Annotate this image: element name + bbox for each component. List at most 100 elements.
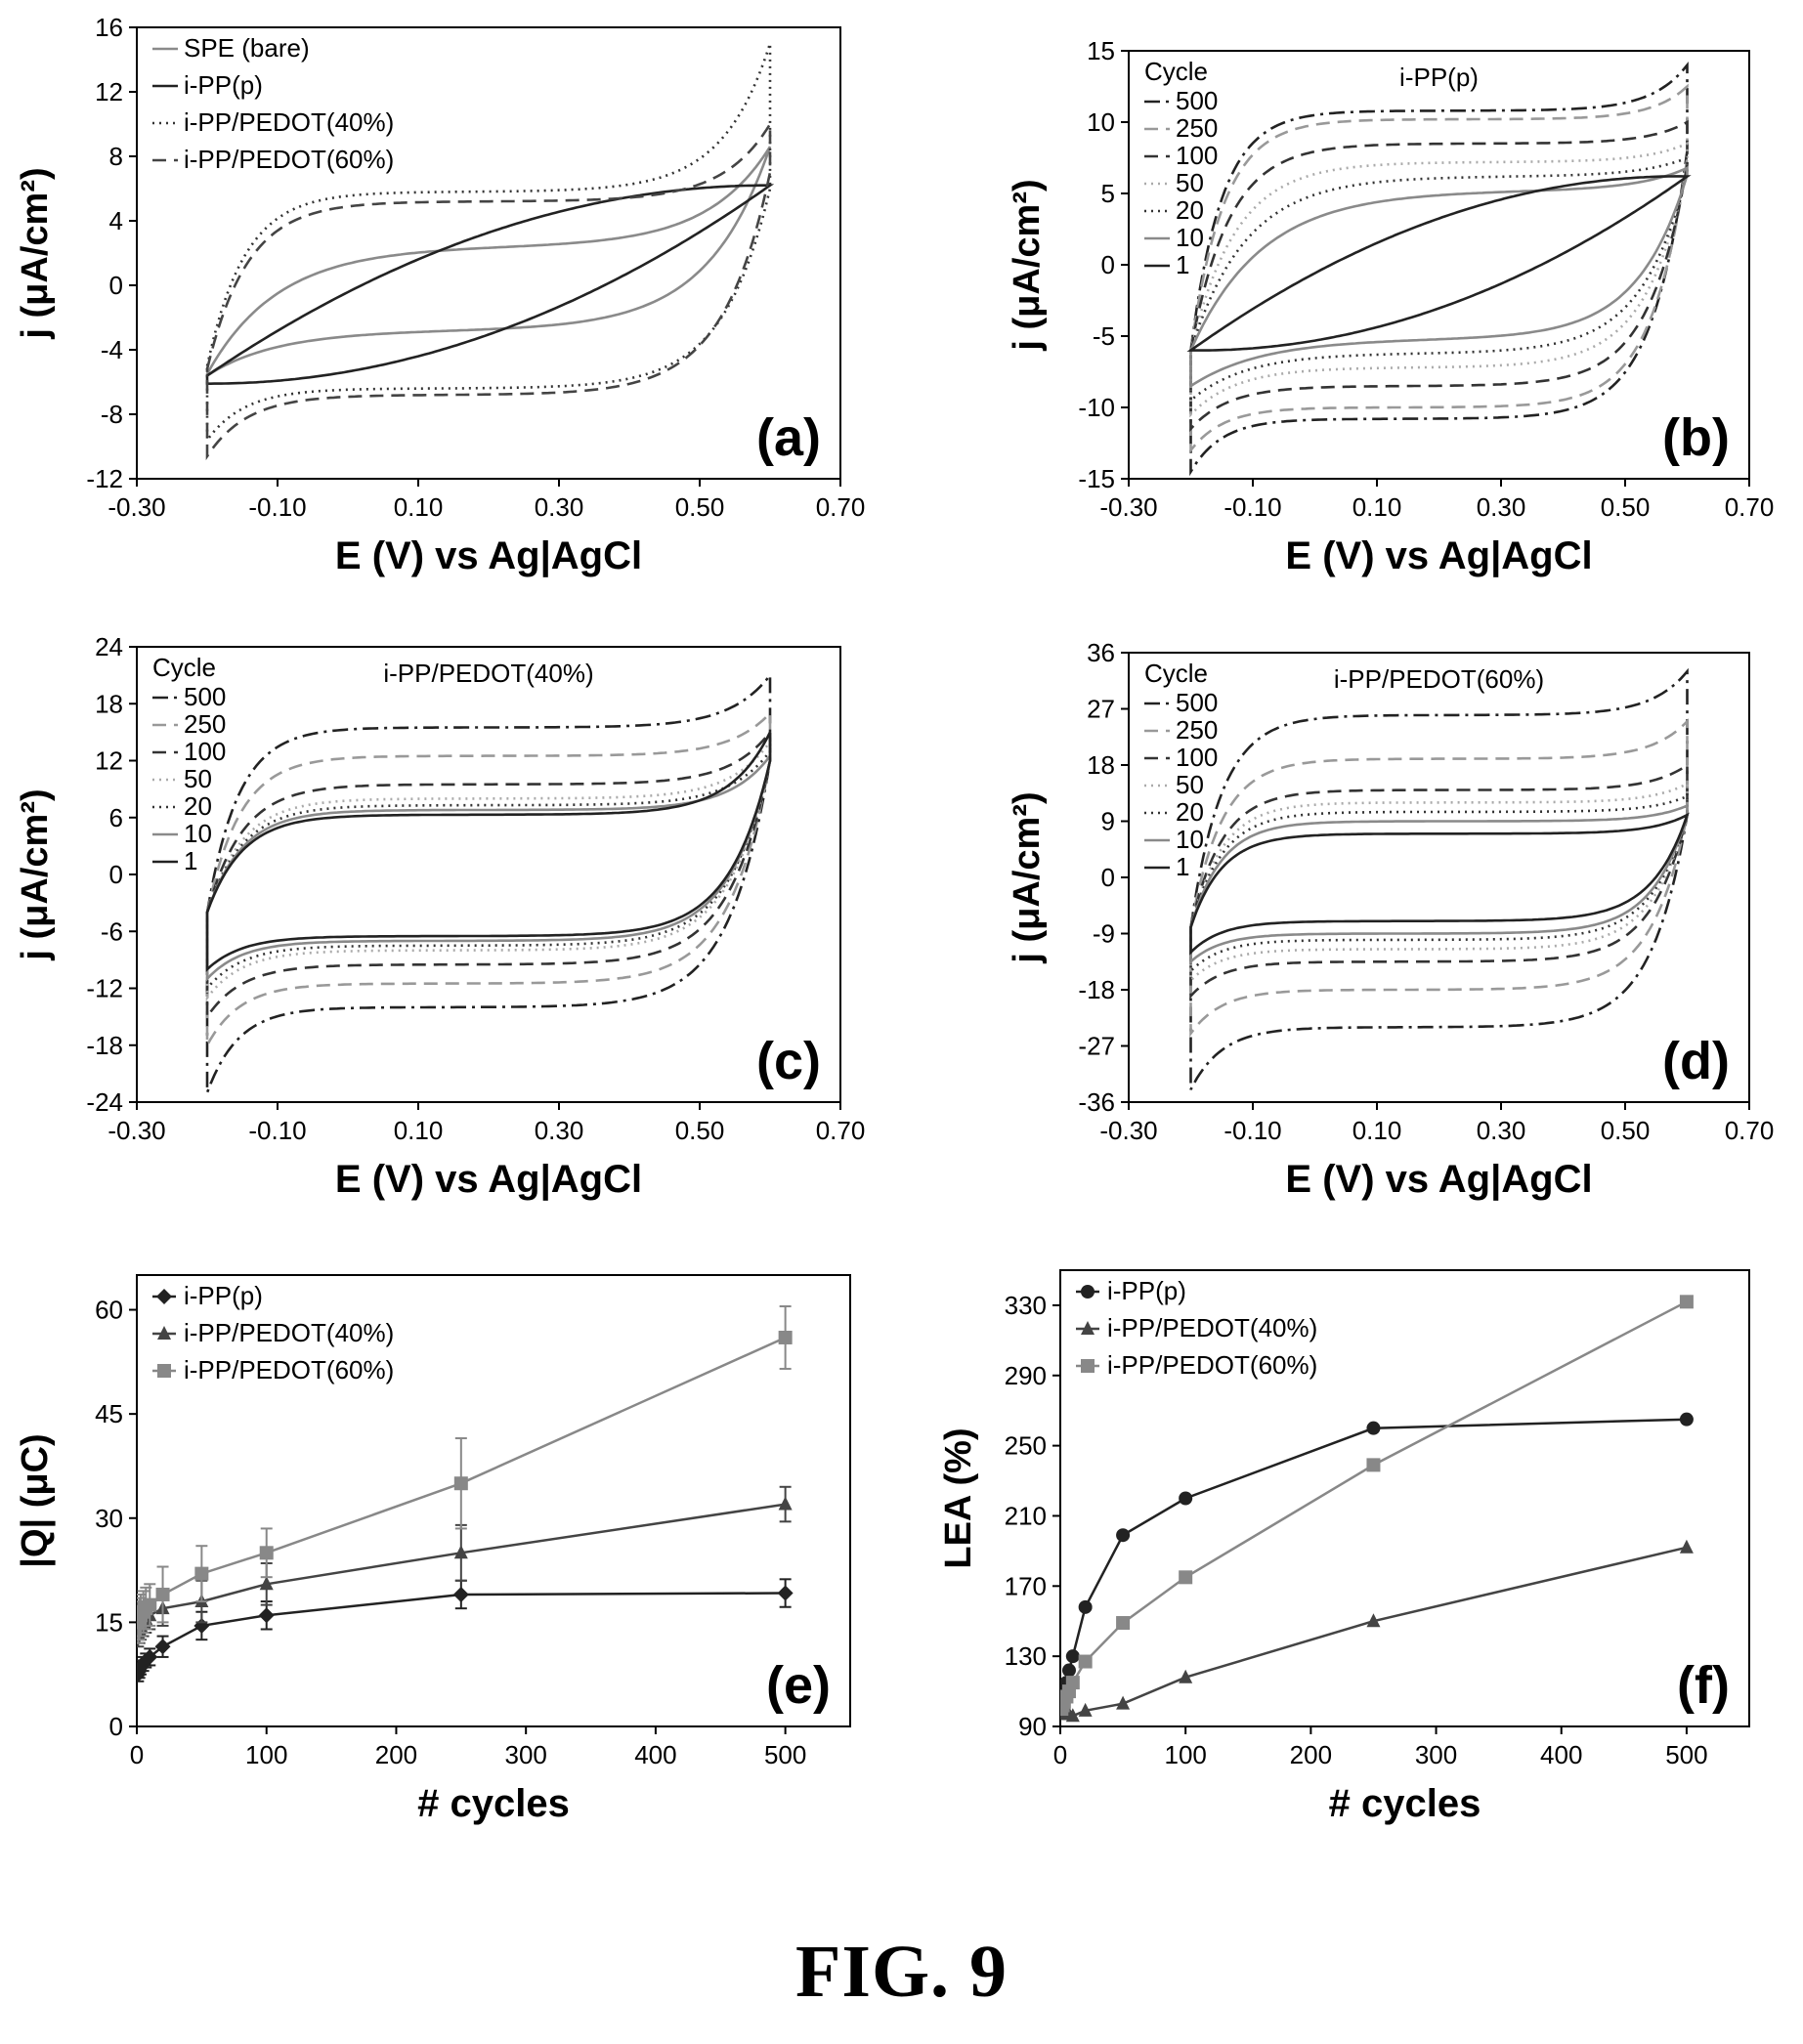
panel-d-series-4-cv-curve (1189, 782, 1689, 984)
panel-d-y-tick-label: 0 (1101, 863, 1115, 892)
panel-a-y-tick-label: 0 (109, 271, 123, 300)
panel-a-y-axis-label: j (μA/cm²) (15, 167, 56, 339)
panel-b-y-tick-label: -15 (1078, 464, 1115, 493)
panel-b-series-6-cv-curve (1189, 165, 1689, 389)
panel-d-legend-label: 250 (1176, 715, 1218, 745)
panel-f-y-tick-label: 170 (1005, 1571, 1047, 1600)
panel-a-legend: SPE (bare) i-PP(p) i-PP/PEDOT(40%) i-PP/PED… (152, 33, 394, 174)
panel-f-series-1-point (1116, 1528, 1131, 1543)
panel-f-legend-label: i-PP/PEDOT(40%) (1107, 1313, 1317, 1342)
panel-b-y-tick-label: 10 (1087, 107, 1115, 137)
panel-a-x-tick-label: 0.50 (675, 492, 725, 522)
panel-f-x-tick-label: 100 (1164, 1740, 1206, 1769)
panel-f-series-2-point (1116, 1695, 1131, 1710)
panel-e-legend-marker (157, 1364, 171, 1378)
panel-d-series-3-cv-curve (1189, 762, 1689, 1000)
panel-f-plot-frame (1059, 1269, 1750, 1727)
panel-d-legend-label: 1 (1176, 852, 1189, 881)
panel-e-series-2-point (453, 1545, 468, 1559)
panel-f-y-tick-label: 330 (1005, 1291, 1047, 1320)
panel-f-series-3-point (1065, 1676, 1080, 1690)
panel-e-series-3-point (453, 1476, 468, 1491)
panel-a-y-tick-label: -12 (86, 464, 123, 493)
panel-b-x-tick-label: 0.70 (1725, 492, 1775, 522)
panel-f-x-tick-label: 500 (1665, 1740, 1707, 1769)
panel-c-x-tick-label: 0.10 (394, 1116, 444, 1145)
panel-c-legend-title: Cycle (152, 653, 216, 682)
figure-caption: FIG. 9 (794, 1931, 1009, 2013)
panel-a: -0.30 -0.10 0.10 0.30 0.50 0.70 -12 -8 -4 0 4 8 12 16… (15, 13, 865, 577)
panel-c-series-4-cv-curve (205, 738, 772, 1001)
panel-d-legend-label: 20 (1176, 797, 1204, 827)
panel-f-x-tick-label: 300 (1415, 1740, 1457, 1769)
panel-f-legend-marker (1081, 1359, 1095, 1373)
panel-d-legend-label: 100 (1176, 743, 1218, 772)
panel-e-series-1-point (154, 1639, 171, 1655)
panel-d-legend-label: 500 (1176, 688, 1218, 717)
panel-c-legend-label: 100 (184, 737, 226, 766)
panel-a-y-tick-label: -8 (101, 400, 123, 429)
panel-c-series-5-cv-curve (205, 747, 772, 993)
panel-f-plot-area (1060, 1295, 1694, 1723)
panel-b-y-tick-label: 5 (1101, 179, 1115, 208)
panel-f-series-1-point (1065, 1649, 1080, 1664)
panel-c-y-tick-label: -18 (86, 1031, 123, 1060)
panel-f-series-1-point (1679, 1412, 1694, 1427)
panel-a-series-2-cv-curve (205, 184, 775, 386)
panel-d-y-tick-label: 9 (1101, 807, 1115, 836)
panel-b-y-tick-label: 15 (1087, 36, 1115, 65)
panel-b-legend-label: 1 (1176, 250, 1189, 279)
panel-e-plot-area (137, 1304, 794, 1682)
panel-f-series-2-line (1060, 1546, 1688, 1718)
panel-a-y-tick-label: -4 (101, 335, 123, 364)
panel-d-y-tick-label: 36 (1087, 638, 1115, 667)
panel-c-plot-frame (136, 646, 841, 1103)
panel-c-legend-label: 1 (184, 846, 197, 875)
panel-c-x-tick-label: -0.10 (248, 1116, 306, 1145)
panel-c-y-tick-label: 0 (109, 860, 123, 889)
panel-a-x-tick-label: -0.10 (248, 492, 306, 522)
panel-e-series-1-point (452, 1586, 469, 1602)
panel-e-legend-marker (157, 1326, 171, 1340)
panel-a-series-4-cv-curve (205, 119, 772, 461)
panel-f-series-2-point (1366, 1613, 1381, 1628)
panel-b-legend-title: Cycle (1144, 57, 1208, 86)
panel-d-series-5-cv-curve (1189, 793, 1689, 974)
panel-a-legend-label: i-PP(p) (184, 70, 263, 100)
panel-b: -0.30 -0.10 0.10 0.30 0.50 0.70-15-10-5051015… (1007, 36, 1774, 577)
panel-a-y-tick-label: 12 (95, 77, 123, 106)
panel-d-x-tick-label: -0.10 (1223, 1116, 1281, 1145)
panel-d-y-tick-label: -9 (1093, 919, 1115, 949)
panel-d: -0.30 -0.10 0.10 0.30 0.50 0.70 -36 -27 -18 -9 0 9 1… (1007, 638, 1774, 1201)
panel-e-x-tick-label: 0 (130, 1740, 144, 1769)
panel-e-x-tick-label: 500 (764, 1740, 806, 1769)
panel-f-panel-letter: (f) (1677, 1656, 1730, 1715)
panel-f-series-3-point (1179, 1570, 1193, 1585)
panel-f-legend-marker (1081, 1321, 1095, 1335)
panel-e-x-tick-label: 300 (504, 1740, 546, 1769)
panel-c-y-axis-label: j (μA/cm²) (15, 788, 56, 960)
panel-f-y-tick-label: 250 (1005, 1431, 1047, 1461)
panel-f-series-3-point (1116, 1616, 1131, 1631)
panel-a-panel-letter: (a) (756, 408, 821, 467)
panel-c-series-7-cv-curve (205, 731, 772, 973)
panel-d-legend-title: Cycle (1144, 659, 1208, 688)
panel-b-x-tick-label: 0.50 (1601, 492, 1651, 522)
panel-c-legend-label: 10 (184, 819, 212, 848)
panel-e-plot-frame (136, 1274, 851, 1727)
panel-f-legend: i-PP(p) i-PP/PEDOT(40%) i-PP/PEDOT(60%) (1076, 1276, 1317, 1380)
panel-e-series-3-point (143, 1597, 157, 1612)
panel-e-y-tick-label: 30 (95, 1504, 123, 1533)
panel-c-legend-label: 250 (184, 709, 226, 739)
panel-c-plot-area (205, 671, 772, 1093)
panel-f-series-2-point (1179, 1669, 1193, 1683)
panel-e-x-tick-label: 400 (634, 1740, 676, 1769)
panel-e-y-tick-label: 15 (95, 1607, 123, 1637)
panel-b-series-2-cv-curve (1189, 83, 1689, 454)
panel-a-legend-label: SPE (bare) (184, 33, 310, 63)
panel-d-x-tick-label: 0.50 (1601, 1116, 1651, 1145)
panel-f-y-tick-label: 90 (1018, 1712, 1047, 1741)
panel-e-y-tick-label: 0 (109, 1712, 123, 1741)
